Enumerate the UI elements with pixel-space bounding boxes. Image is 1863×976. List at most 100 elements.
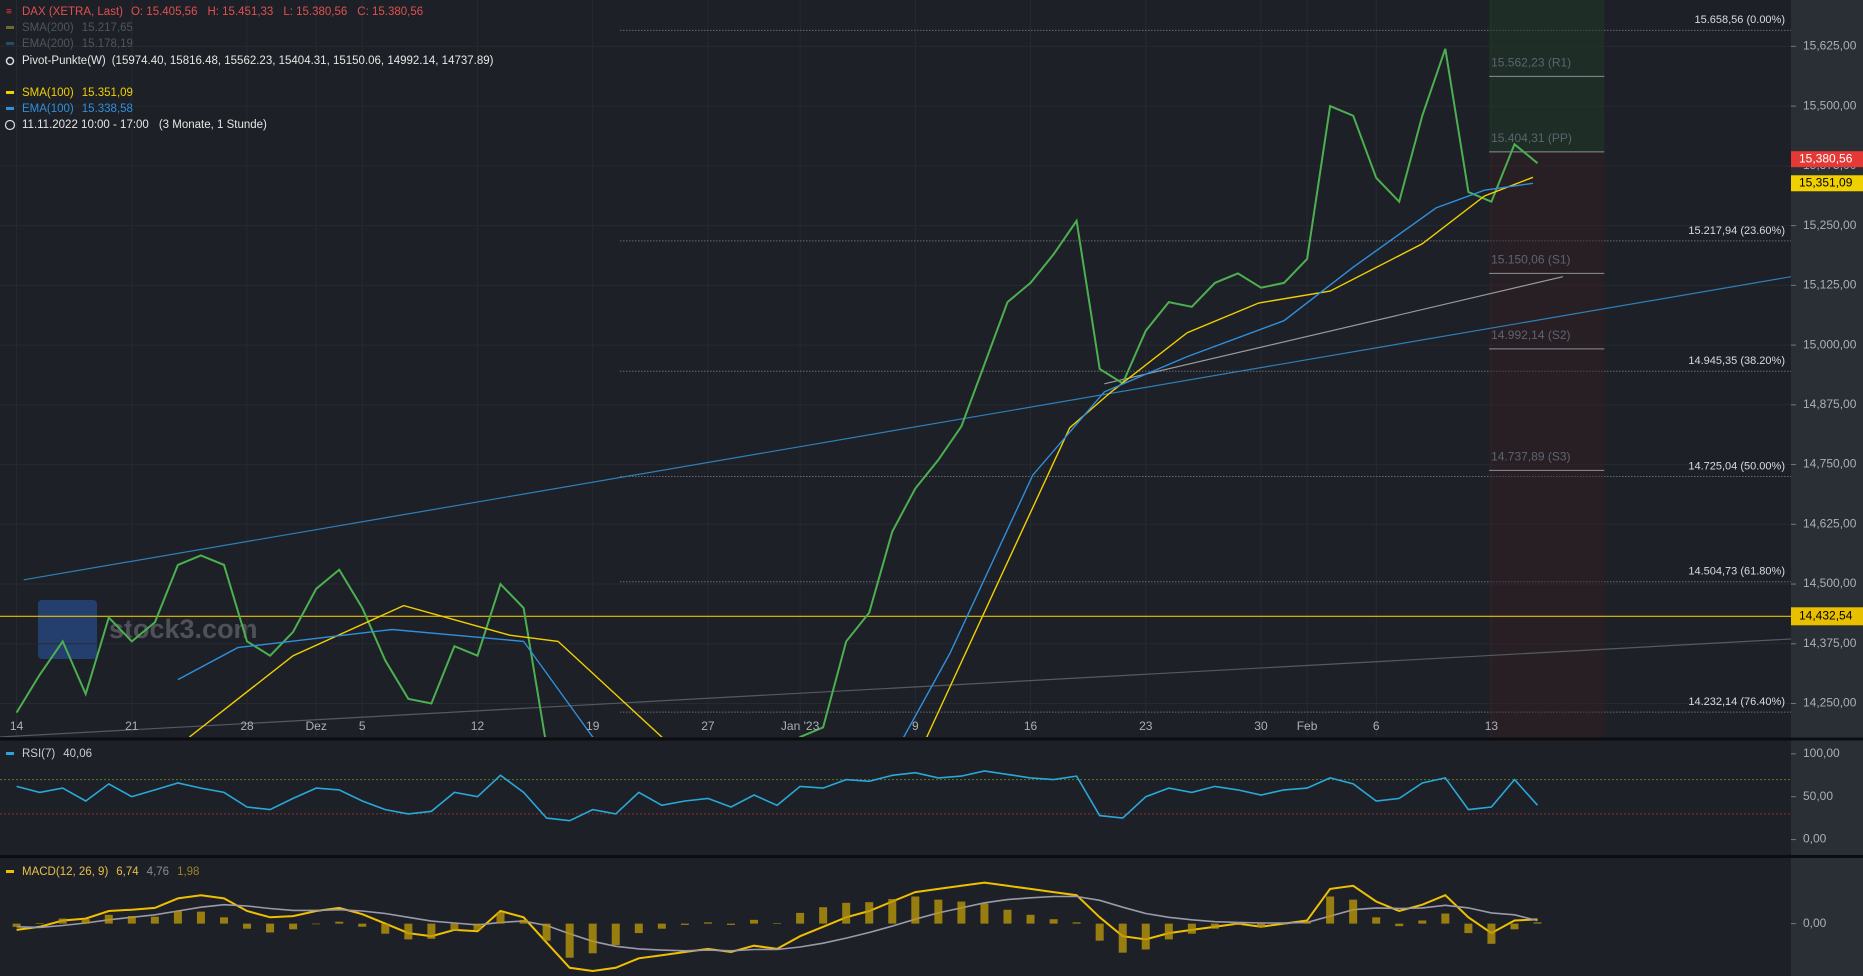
legend-text: RSI(7) xyxy=(22,748,55,760)
price-flag-label: 15,380,56 xyxy=(1799,151,1853,165)
histogram-bar xyxy=(1326,896,1335,924)
legend-text: 15.178,19 xyxy=(82,38,133,50)
histogram-bar xyxy=(1533,922,1542,924)
legend-text: EMA(200) xyxy=(22,38,74,50)
pivot-zone-down xyxy=(1489,151,1605,737)
histogram-bar xyxy=(1464,923,1473,934)
histogram-bar xyxy=(934,899,943,924)
price-flag xyxy=(1791,175,1863,192)
legend-text: C: 15.380,56 xyxy=(357,6,423,18)
y-tick-label: 14,875,00 xyxy=(1803,397,1857,411)
histogram-bar xyxy=(219,917,228,924)
price-flag-label: 14,432,54 xyxy=(1799,608,1853,622)
y-tick-label: 100,00 xyxy=(1803,746,1840,760)
x-tick-label: 5 xyxy=(359,719,366,733)
legend-text: Pivot-Punkte(W) xyxy=(22,55,106,67)
price-line xyxy=(15,48,1539,737)
legend-text: 15.217,65 xyxy=(82,22,133,34)
legend-text: SMA(100) xyxy=(22,87,74,99)
histogram-bar xyxy=(611,923,620,946)
histogram-bar xyxy=(542,923,551,941)
pivot-label: 15.404,31 (PP) xyxy=(1491,131,1572,145)
histogram-bar xyxy=(1233,923,1242,925)
legend-icon xyxy=(6,870,14,873)
histogram-bar xyxy=(565,923,574,958)
histogram-bar xyxy=(1164,923,1173,940)
histogram-bar xyxy=(1072,922,1081,924)
legend-text: EMA(100) xyxy=(22,103,74,115)
y-tick-label: 50,00 xyxy=(1803,789,1833,803)
histogram-bar xyxy=(1141,923,1150,950)
x-tick-label: 27 xyxy=(701,719,715,733)
histogram-bar xyxy=(519,919,528,924)
histogram-bar xyxy=(427,923,436,939)
histogram-bar xyxy=(773,922,782,924)
y-tick-label: 14,375,00 xyxy=(1803,636,1857,650)
legend-text: SMA(200) xyxy=(22,22,74,34)
histogram-bar xyxy=(58,918,67,924)
legend-text: 1,98 xyxy=(177,866,199,878)
price-flag xyxy=(1791,151,1863,168)
histogram-bar xyxy=(381,923,390,934)
y-tick-label: 14,500,00 xyxy=(1803,576,1857,590)
histogram-bar xyxy=(358,923,367,927)
histogram-bar xyxy=(1510,923,1519,930)
y-tick-label: 15,625,00 xyxy=(1803,39,1857,53)
pivot-label: 15.562,23 (R1) xyxy=(1491,56,1571,70)
histogram-bar xyxy=(473,923,482,930)
histogram-bar xyxy=(726,923,735,925)
legend-icon xyxy=(6,26,14,29)
fib-label: 14.725,04 (50.00%) xyxy=(1688,460,1785,472)
fib-label: 15.658,56 (0.00%) xyxy=(1694,14,1785,26)
histogram-bar xyxy=(266,923,275,933)
price-flag-label: 15,351,09 xyxy=(1799,175,1853,189)
indicator-line xyxy=(188,176,1534,737)
histogram-bar xyxy=(127,916,136,924)
histogram-bar xyxy=(1256,923,1265,928)
legend-text: 6,74 xyxy=(116,866,139,878)
x-tick-label: 28 xyxy=(240,719,254,733)
legend-icon xyxy=(4,119,16,131)
histogram-bar xyxy=(1049,919,1058,924)
histogram-bar xyxy=(243,923,252,929)
histogram-bar xyxy=(35,922,44,924)
fib-label: 14.232,14 (76.40%) xyxy=(1688,696,1785,708)
x-tick-label: 21 xyxy=(125,719,139,733)
histogram-bar xyxy=(196,911,205,924)
histogram-bar xyxy=(496,912,505,924)
pivot-label: 15.150,06 (S1) xyxy=(1491,253,1570,267)
histogram-bar xyxy=(312,923,321,925)
trend-line xyxy=(1104,276,1564,385)
legend-text: (15974.40, 15816.48, 15562.23, 15404.31,… xyxy=(112,55,494,67)
price-flag xyxy=(1791,607,1863,626)
legend-text: MACD(12, 26, 9) xyxy=(22,866,108,878)
x-tick-label: 13 xyxy=(1485,719,1499,733)
histogram-bar xyxy=(680,923,689,925)
histogram-bar xyxy=(450,923,459,931)
histogram-bar xyxy=(1395,923,1404,927)
legend-text: L: 15.380,56 xyxy=(283,6,347,18)
legend-icon xyxy=(5,56,15,66)
x-tick-label: 6 xyxy=(1373,719,1380,733)
histogram-bar xyxy=(865,902,874,924)
histogram-bar xyxy=(842,902,851,924)
legend-icon xyxy=(6,42,14,45)
legend-text: 15.351,09 xyxy=(82,87,133,99)
legend-icon xyxy=(6,107,14,110)
histogram-bar xyxy=(1372,917,1381,924)
price-axis xyxy=(1791,0,1863,976)
histogram-bar xyxy=(1349,899,1358,924)
trend-line xyxy=(23,276,1791,581)
histogram-bar xyxy=(12,923,21,927)
histogram-bar xyxy=(404,923,413,940)
histogram-bar xyxy=(173,911,182,924)
legend-text: (3 Monate, 1 Stunde) xyxy=(159,119,267,131)
histogram-bar xyxy=(1487,923,1496,944)
indicator-line xyxy=(177,182,1533,737)
histogram-bar xyxy=(1303,921,1312,924)
rsi-line xyxy=(16,770,1539,822)
histogram-bar xyxy=(104,914,113,924)
y-tick-label: 15,250,00 xyxy=(1803,218,1857,232)
histogram-bar xyxy=(588,923,597,954)
